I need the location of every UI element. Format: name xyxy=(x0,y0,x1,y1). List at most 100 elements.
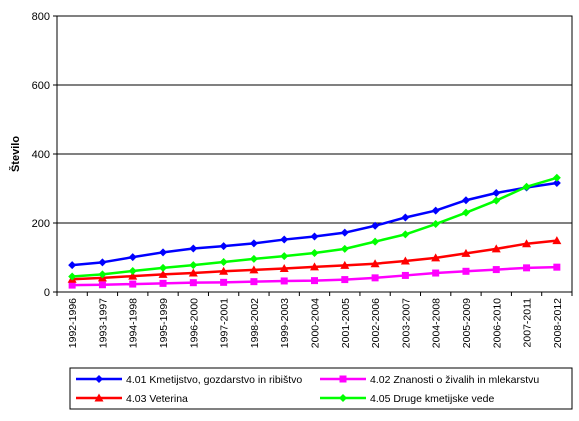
data-point xyxy=(128,271,138,280)
series-3 xyxy=(67,236,562,283)
x-tick-label: 2003-2007 xyxy=(400,298,412,348)
data-point xyxy=(280,277,288,285)
data-point xyxy=(340,260,350,269)
y-tick-label: 200 xyxy=(32,218,50,230)
x-tick-label: 1999-2003 xyxy=(279,298,291,348)
data-point xyxy=(461,208,470,217)
x-tick-label: 2007-2011 xyxy=(522,298,534,348)
data-point xyxy=(189,261,198,270)
data-point xyxy=(491,244,501,253)
data-point xyxy=(311,277,318,285)
x-tick-label: 2006-2010 xyxy=(491,298,503,348)
data-point xyxy=(68,261,77,270)
data-point xyxy=(280,235,289,244)
data-point xyxy=(340,228,349,237)
data-point xyxy=(431,253,441,262)
x-tick-label: 2004-2008 xyxy=(431,298,443,348)
data-point xyxy=(249,254,258,263)
data-point xyxy=(310,249,319,258)
legend-marker xyxy=(339,394,347,402)
data-point xyxy=(129,280,137,288)
legend-marker xyxy=(94,393,104,402)
data-point xyxy=(249,265,259,274)
data-point xyxy=(401,271,409,279)
data-point xyxy=(249,239,258,248)
data-point xyxy=(188,268,198,277)
data-point xyxy=(159,263,168,272)
series-line xyxy=(72,176,558,278)
x-tick-label: 2002-2006 xyxy=(370,298,382,348)
x-tick-label: 1992-1996 xyxy=(67,298,79,348)
data-point xyxy=(128,266,137,275)
data-point xyxy=(250,278,258,286)
data-point xyxy=(553,263,561,271)
data-point xyxy=(159,279,167,287)
legend-item: 4.03 Veterina xyxy=(76,393,188,405)
data-point xyxy=(220,278,228,286)
data-point xyxy=(370,259,380,268)
y-axis: 0 200 400 600 800 xyxy=(32,11,57,299)
series-lines xyxy=(67,173,562,289)
legend-marker xyxy=(95,375,103,383)
data-point xyxy=(280,252,289,261)
x-tick-label: 1993-1997 xyxy=(97,298,109,348)
legend-box xyxy=(69,367,573,410)
data-point xyxy=(158,269,168,278)
legend-item: 4.01 Kmetijstvo, gozdarstvo in ribištvo xyxy=(76,374,302,386)
x-tick-label: 1994-1998 xyxy=(128,298,140,348)
data-point xyxy=(219,242,228,251)
x-tick-label: 1998-2002 xyxy=(249,298,261,348)
data-point xyxy=(371,274,379,282)
series-line xyxy=(72,239,557,281)
data-point xyxy=(431,206,440,215)
data-point xyxy=(189,279,197,287)
data-point xyxy=(98,270,107,279)
x-tick-label: 2000-2004 xyxy=(310,298,322,348)
data-point xyxy=(159,248,168,257)
y-tick-label: 600 xyxy=(32,80,50,92)
x-tick-label: 1995-1999 xyxy=(158,298,170,348)
data-point xyxy=(552,173,561,182)
y-axis-label: Število xyxy=(9,136,22,172)
data-point xyxy=(522,182,531,191)
y-tick-label: 0 xyxy=(44,287,50,299)
data-point xyxy=(461,196,470,205)
data-point xyxy=(523,264,531,272)
y-tick-label: 400 xyxy=(32,149,50,161)
series-2 xyxy=(68,263,561,289)
data-point xyxy=(492,266,500,274)
legend-label: 4.05 Druge kmetijske vede xyxy=(370,393,494,405)
data-point xyxy=(400,256,410,265)
data-point xyxy=(310,262,319,271)
legend-label: 4.03 Veterina xyxy=(126,393,188,405)
x-tick-label: 2005-2009 xyxy=(461,298,473,348)
data-point xyxy=(371,237,380,246)
data-point xyxy=(128,253,137,262)
data-point xyxy=(431,220,440,229)
data-point xyxy=(98,281,106,289)
data-point xyxy=(492,188,501,197)
data-point xyxy=(219,257,228,266)
series-1 xyxy=(68,178,561,270)
data-point xyxy=(552,178,561,187)
data-point xyxy=(68,272,77,281)
data-point xyxy=(432,269,440,277)
data-point xyxy=(98,258,107,267)
x-axis: 1992-1996 1993-1997 1994-1998 1995-1999 1996… xyxy=(56,292,573,348)
data-point xyxy=(279,264,289,273)
data-point xyxy=(461,248,471,257)
legend-label: 4.01 Kmetijstvo, gozdarstvo in ribištvo xyxy=(126,374,302,386)
data-point xyxy=(401,230,410,239)
series-4 xyxy=(68,173,561,281)
data-point xyxy=(68,281,76,289)
data-point xyxy=(341,276,349,284)
data-point xyxy=(310,232,319,241)
legend-item: 4.05 Druge kmetijske vede xyxy=(320,393,494,405)
data-point xyxy=(552,236,562,245)
legend-label: 4.02 Znanosti o živalih in mlekarstvu xyxy=(370,374,539,386)
x-tick-label: 1997-2001 xyxy=(219,298,231,348)
data-point xyxy=(462,267,470,275)
data-point xyxy=(401,213,410,222)
